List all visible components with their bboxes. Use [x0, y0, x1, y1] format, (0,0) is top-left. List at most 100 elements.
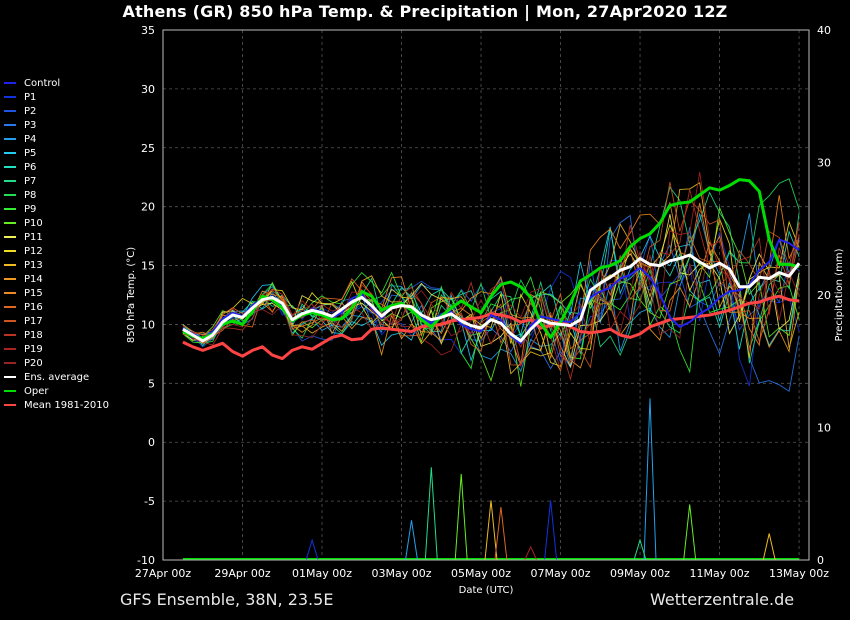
- legend-label: Mean 1981-2010: [24, 399, 109, 411]
- footer-model-info: GFS Ensemble, 38N, 23.5E: [120, 590, 334, 609]
- legend-label: P16: [24, 301, 43, 313]
- y-tick-label: 5: [148, 377, 155, 390]
- legend-swatch: [4, 376, 16, 378]
- chart-title: Athens (GR) 850 hPa Temp. & Precipitatio…: [122, 2, 728, 21]
- precip-peak: [762, 533, 776, 561]
- legend-label: P18: [24, 329, 43, 341]
- legend-item: Control: [4, 76, 109, 90]
- x-tick-label: 13May 00z: [769, 567, 829, 580]
- legend-swatch: [4, 348, 16, 350]
- y-tick-label: -10: [137, 554, 155, 567]
- legend-swatch: [4, 222, 16, 224]
- legend-label: Ens. average: [24, 371, 90, 383]
- footer-source: Wetterzentrale.de: [650, 590, 795, 609]
- legend-item: P6: [4, 160, 109, 174]
- legend-label: P15: [24, 287, 43, 299]
- legend-swatch: [4, 292, 16, 294]
- legend-label: P4: [24, 133, 37, 145]
- precip-peak: [405, 520, 418, 561]
- precip-peak: [424, 467, 438, 561]
- legend-swatch: [4, 82, 16, 84]
- x-axis-label: Date (UTC): [459, 585, 514, 596]
- x-axis-ticks: 27Apr 00z 29Apr 00z 01May 00z 03May 00z 05Ma…: [135, 567, 829, 580]
- legend-label: P3: [24, 119, 37, 131]
- legend: Control P1 P2 P3 P4 P5 P6 P7 P8 P9 P10 P11 P12 P13 P14…: [4, 76, 109, 412]
- y-tick-label: 35: [141, 24, 155, 37]
- legend-label: P14: [24, 273, 43, 285]
- legend-swatch: [4, 138, 16, 140]
- legend-item: P17: [4, 314, 109, 328]
- legend-label: P5: [24, 147, 37, 159]
- legend-label: P7: [24, 175, 37, 187]
- legend-swatch: [4, 166, 16, 168]
- legend-label: P17: [24, 315, 43, 327]
- precip-peak: [643, 398, 657, 561]
- legend-swatch: [4, 124, 16, 126]
- y-tick-label: 0: [148, 436, 155, 449]
- x-tick-label: 07May 00z: [531, 567, 591, 580]
- y-axis-right-label: Precipitation (mm): [834, 248, 845, 341]
- legend-label: P19: [24, 343, 43, 355]
- legend-item: Mean 1981-2010: [4, 398, 109, 412]
- legend-item: P16: [4, 300, 109, 314]
- legend-swatch: [4, 278, 16, 280]
- legend-label: P1: [24, 91, 37, 103]
- legend-label: P12: [24, 245, 43, 257]
- legend-item: P7: [4, 174, 109, 188]
- legend-label: P6: [24, 161, 37, 173]
- y-right-tick-label: 30: [817, 157, 831, 170]
- legend-swatch: [4, 180, 16, 182]
- x-tick-label: 05May 00z: [451, 567, 511, 580]
- y-axis-ticks: 35 30 25 20 15 10 5 0 -5 -10: [137, 24, 155, 567]
- legend-item: P10: [4, 216, 109, 230]
- legend-swatch: [4, 320, 16, 322]
- y-tick-label: 10: [141, 318, 155, 331]
- legend-item: P14: [4, 272, 109, 286]
- legend-swatch: [4, 404, 16, 406]
- main-series: [182, 178, 801, 361]
- x-tick-label: 09May 00z: [610, 567, 670, 580]
- legend-label: P20: [24, 357, 43, 369]
- y-tick-label: 30: [141, 83, 155, 96]
- legend-item: P13: [4, 258, 109, 272]
- legend-swatch: [4, 152, 16, 154]
- member-line-p12: [182, 217, 800, 367]
- legend-label: P2: [24, 105, 37, 117]
- member-line-p7: [182, 186, 800, 364]
- legend-swatch: [4, 194, 16, 196]
- y-axis-label: 850 hPa Temp. (°C): [126, 247, 137, 343]
- legend-item: Ens. average: [4, 370, 109, 384]
- plot-frame: [162, 29, 810, 561]
- legend-label: P13: [24, 259, 43, 271]
- legend-label: P11: [24, 231, 43, 243]
- x-tick-label: 01May 00z: [292, 567, 352, 580]
- legend-swatch: [4, 306, 16, 308]
- legend-item: Oper: [4, 384, 109, 398]
- legend-swatch: [4, 390, 16, 392]
- y-right-tick-label: 10: [817, 422, 831, 435]
- ensemble-members: [182, 172, 800, 392]
- legend-item: P3: [4, 118, 109, 132]
- precip-peak: [454, 473, 468, 561]
- legend-item: P8: [4, 188, 109, 202]
- legend-label: P8: [24, 189, 37, 201]
- y-tick-label: -5: [144, 495, 155, 508]
- member-line-p17: [182, 182, 800, 369]
- precip-peak: [544, 500, 558, 561]
- legend-swatch: [4, 236, 16, 238]
- legend-label: Oper: [24, 385, 49, 397]
- legend-label: P9: [24, 203, 37, 215]
- y-tick-label: 25: [141, 142, 155, 155]
- member-line-p16: [182, 234, 800, 352]
- legend-swatch: [4, 208, 16, 210]
- legend-swatch: [4, 334, 16, 336]
- y-right-tick-label: 0: [817, 554, 824, 567]
- series-line-ens-average: [182, 253, 801, 343]
- legend-item: P2: [4, 104, 109, 118]
- y-tick-label: 20: [141, 201, 155, 214]
- legend-item: P18: [4, 328, 109, 342]
- precip-peak: [633, 538, 647, 561]
- legend-item: P1: [4, 90, 109, 104]
- x-tick-label: 29Apr 00z: [214, 567, 271, 580]
